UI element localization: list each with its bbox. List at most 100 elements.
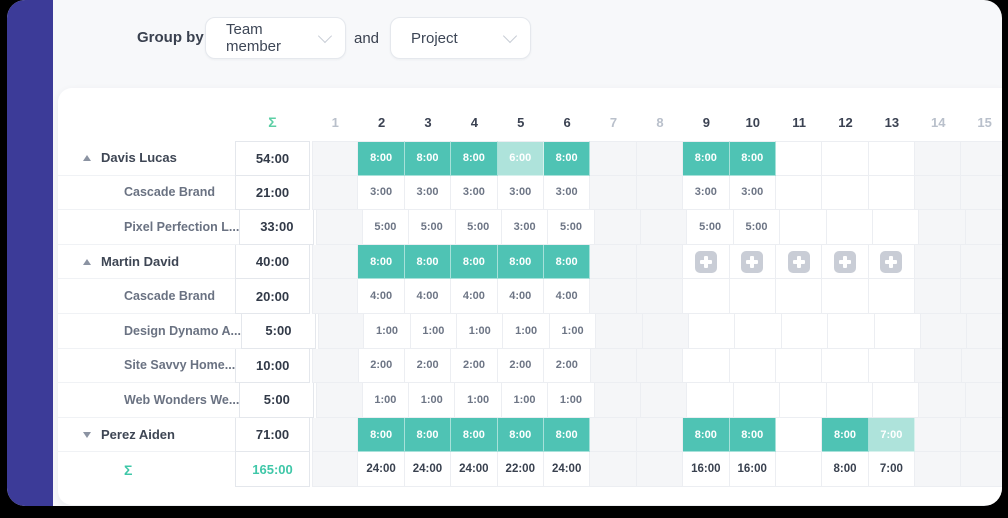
day-cell[interactable] [915,175,962,211]
day-cell[interactable] [919,210,966,245]
day-cell[interactable]: 4:00 [358,279,405,314]
day-cell[interactable] [775,244,823,280]
day-cell[interactable] [594,210,642,245]
day-cell[interactable] [775,141,823,176]
day-cell[interactable]: 2:00 [404,348,452,384]
day-cell[interactable]: 1:00 [409,383,456,418]
day-cell[interactable] [915,348,962,384]
day-cell[interactable] [822,348,869,384]
day-cell[interactable]: 22:00 [497,452,544,487]
day-cell[interactable] [590,452,637,487]
day-cell[interactable] [961,244,1002,280]
day-cell[interactable]: 16:00 [729,452,776,487]
day-cell[interactable] [826,210,874,245]
day-cell[interactable] [636,244,684,280]
day-cell[interactable] [780,210,827,245]
day-cell[interactable]: 1:00 [364,313,411,349]
day-cell[interactable] [596,313,643,349]
day-cell[interactable]: 24:00 [543,452,591,487]
day-cell[interactable] [642,313,690,349]
day-cell[interactable] [636,279,684,314]
day-cell[interactable] [312,175,359,211]
day-cell[interactable]: 2:00 [544,348,591,384]
day-cell[interactable]: 3:00 [358,175,405,211]
day-cell[interactable] [312,417,359,453]
day-cell[interactable]: 5:00 [362,210,410,245]
day-cell[interactable] [683,348,730,384]
day-cell[interactable]: 5:00 [409,210,456,245]
day-cell[interactable] [594,383,642,418]
day-cell[interactable]: 5:00 [733,210,781,245]
day-cell[interactable]: 1:00 [548,383,595,418]
day-cell[interactable]: 8:00 [543,244,591,280]
day-cell[interactable] [312,348,359,384]
day-cell[interactable] [312,141,359,176]
day-cell[interactable] [590,141,637,176]
day-cell[interactable]: 8:00 [822,452,869,487]
day-cell[interactable] [965,383,1002,418]
day-cell[interactable]: 1:00 [455,383,502,418]
day-cell[interactable]: 1:00 [503,313,550,349]
day-cell[interactable]: 8:00 [358,244,405,280]
group-by-dropdown-1[interactable]: Team member [205,17,346,59]
day-cell[interactable]: 16:00 [683,452,730,487]
day-cell[interactable] [683,279,730,314]
day-cell[interactable] [735,313,782,349]
day-cell[interactable] [780,383,827,418]
day-cell[interactable] [826,383,873,418]
day-cell[interactable]: 3:00 [497,175,544,211]
day-cell[interactable]: 2:00 [451,348,498,384]
day-cell[interactable] [312,279,359,314]
day-cell[interactable] [729,279,776,314]
day-cell[interactable] [961,452,1002,487]
add-time-button[interactable] [694,250,717,273]
day-cell[interactable] [641,383,688,418]
day-cell[interactable]: 8:00 [358,417,405,453]
collapse-toggle[interactable] [82,258,92,265]
day-cell[interactable]: 8:00 [543,417,591,453]
day-cell[interactable]: 24:00 [451,452,498,487]
day-cell[interactable] [636,417,684,453]
day-cell[interactable] [961,417,1002,453]
day-cell[interactable] [683,244,730,280]
day-cell[interactable] [967,313,1002,349]
day-cell[interactable] [915,452,962,487]
day-cell[interactable]: 5:00 [548,210,595,245]
collapse-toggle[interactable] [82,154,92,161]
day-cell[interactable]: 2:00 [497,348,545,384]
day-cell[interactable]: 7:00 [868,452,916,487]
day-cell[interactable] [775,175,823,211]
add-time-button[interactable] [833,250,856,273]
day-cell[interactable] [641,210,688,245]
day-cell[interactable]: 8:00 [451,141,498,176]
day-cell[interactable] [590,417,637,453]
day-cell[interactable]: 8:00 [543,141,591,176]
day-cell[interactable]: 4:00 [543,279,591,314]
day-cell[interactable] [316,210,363,245]
add-time-button[interactable] [741,250,764,273]
day-cell[interactable] [590,348,637,384]
day-cell[interactable] [915,417,962,453]
day-cell[interactable] [873,210,920,245]
day-cell[interactable] [915,141,962,176]
day-cell[interactable]: 1:00 [410,313,458,349]
day-cell[interactable]: 4:00 [404,279,452,314]
day-cell[interactable] [776,348,823,384]
day-cell[interactable] [590,279,637,314]
day-cell[interactable]: 3:00 [501,210,549,245]
day-cell[interactable]: 4:00 [451,279,498,314]
day-cell[interactable] [868,175,916,211]
day-cell[interactable] [775,452,823,487]
day-cell[interactable] [872,383,920,418]
day-cell[interactable] [915,244,962,280]
day-cell[interactable] [312,452,359,487]
day-cell[interactable]: 5:00 [687,210,734,245]
day-cell[interactable] [868,141,916,176]
day-cell[interactable]: 8:00 [404,244,452,280]
day-cell[interactable] [822,279,869,314]
day-cell[interactable]: 3:00 [683,175,730,211]
day-cell[interactable] [822,244,869,280]
day-cell[interactable]: 8:00 [451,417,498,453]
day-cell[interactable] [636,452,684,487]
day-cell[interactable]: 8:00 [404,141,452,176]
